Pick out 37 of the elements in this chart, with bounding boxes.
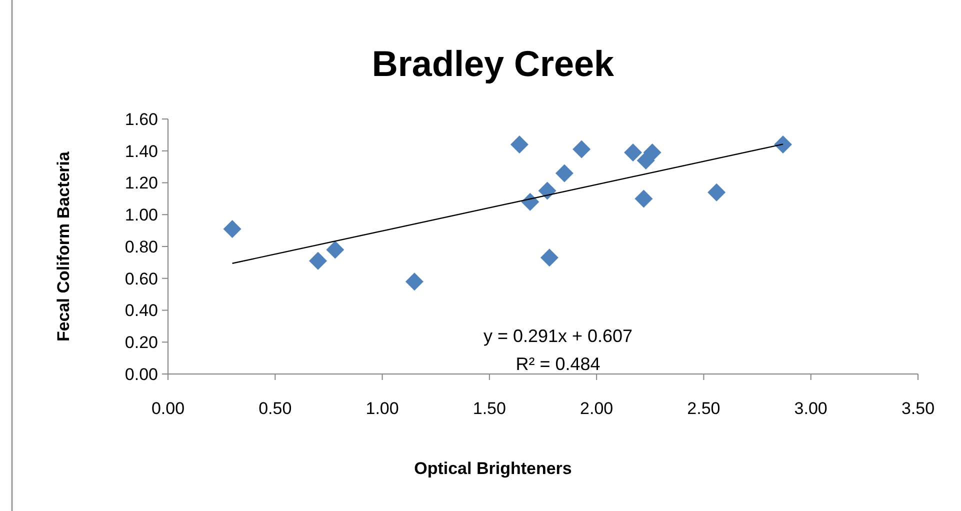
point — [405, 272, 424, 291]
annotation: y = 0.291x + 0.607 — [483, 326, 633, 346]
point — [624, 143, 642, 162]
x-tick-label: 3.50 — [901, 399, 935, 418]
point — [555, 164, 574, 182]
x-tick-label: 0.50 — [258, 399, 292, 418]
point — [634, 190, 653, 208]
point — [708, 183, 726, 202]
y-tick-label: 0.40 — [124, 301, 158, 320]
point — [309, 252, 327, 270]
point — [510, 136, 528, 154]
x-tick-label: 1.50 — [472, 399, 506, 418]
x-tick-label: 2.00 — [580, 399, 614, 418]
point — [538, 182, 556, 200]
x-tick-label: 2.50 — [687, 399, 720, 418]
x-tick-label: 1.00 — [366, 399, 399, 418]
y-tick-label: 1.00 — [124, 206, 158, 225]
point — [774, 136, 792, 154]
y-tick-label: 1.60 — [124, 110, 158, 129]
y-tick-label: 0.00 — [124, 364, 158, 384]
y-tick-label: 0.80 — [124, 237, 158, 256]
annotation: R² = 0.484 — [516, 354, 600, 374]
point — [572, 140, 591, 158]
y-tick-label: 1.20 — [124, 174, 158, 193]
x-tick-label: 0.00 — [151, 399, 185, 418]
point — [326, 240, 344, 259]
x-tick-label: 3.00 — [794, 399, 828, 418]
point — [540, 248, 558, 267]
chart-title: Bradley Creek — [372, 43, 616, 84]
y-axis-title: Fecal Coliform Bacteria — [54, 151, 73, 342]
y-tick-label: 0.60 — [124, 269, 158, 288]
point — [643, 143, 662, 162]
y-tick-label: 0.20 — [124, 333, 158, 352]
point — [223, 220, 242, 238]
y-tick-label: 1.40 — [124, 142, 158, 161]
x-axis-title: Optical Brighteners — [414, 459, 572, 478]
point — [521, 192, 540, 211]
